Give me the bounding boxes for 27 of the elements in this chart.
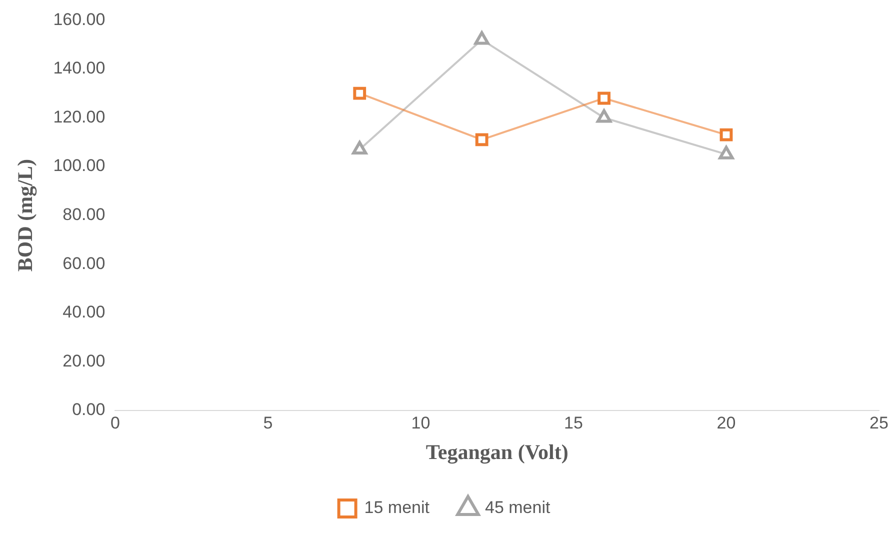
y-tick-label: 0.00 (72, 400, 106, 420)
legend-label: 15 menit (364, 498, 430, 518)
x-tick-label: 15 (564, 413, 583, 432)
y-tick-label: 80.00 (62, 204, 106, 224)
point (718, 146, 734, 160)
legend-label: 45 menit (485, 498, 550, 518)
point (474, 31, 490, 45)
x-tick-label: 25 (870, 413, 888, 432)
point (352, 140, 368, 154)
x-tick-label: 0 (110, 413, 120, 432)
point (596, 109, 612, 123)
point (353, 86, 366, 100)
y-tick-label: 100.00 (53, 156, 106, 176)
y-tick-label: 40.00 (62, 302, 106, 322)
y-tick-label: 160.00 (53, 10, 106, 29)
point (598, 92, 610, 105)
point (720, 128, 733, 142)
x-tick-label: 10 (411, 413, 430, 432)
point (475, 133, 488, 146)
y-tick-label: 60.00 (62, 254, 106, 273)
y-tick-label: 140.00 (53, 58, 106, 78)
x-tick-label: 20 (716, 413, 736, 432)
y-tick-label: 20.00 (62, 351, 106, 370)
y-tick-label: 120.00 (53, 107, 106, 126)
x-axis-title: Tegangan (Volt) (426, 440, 568, 464)
x-tick-label: 5 (263, 413, 273, 432)
y-axis-title: BOD (mg/L) (13, 159, 38, 272)
